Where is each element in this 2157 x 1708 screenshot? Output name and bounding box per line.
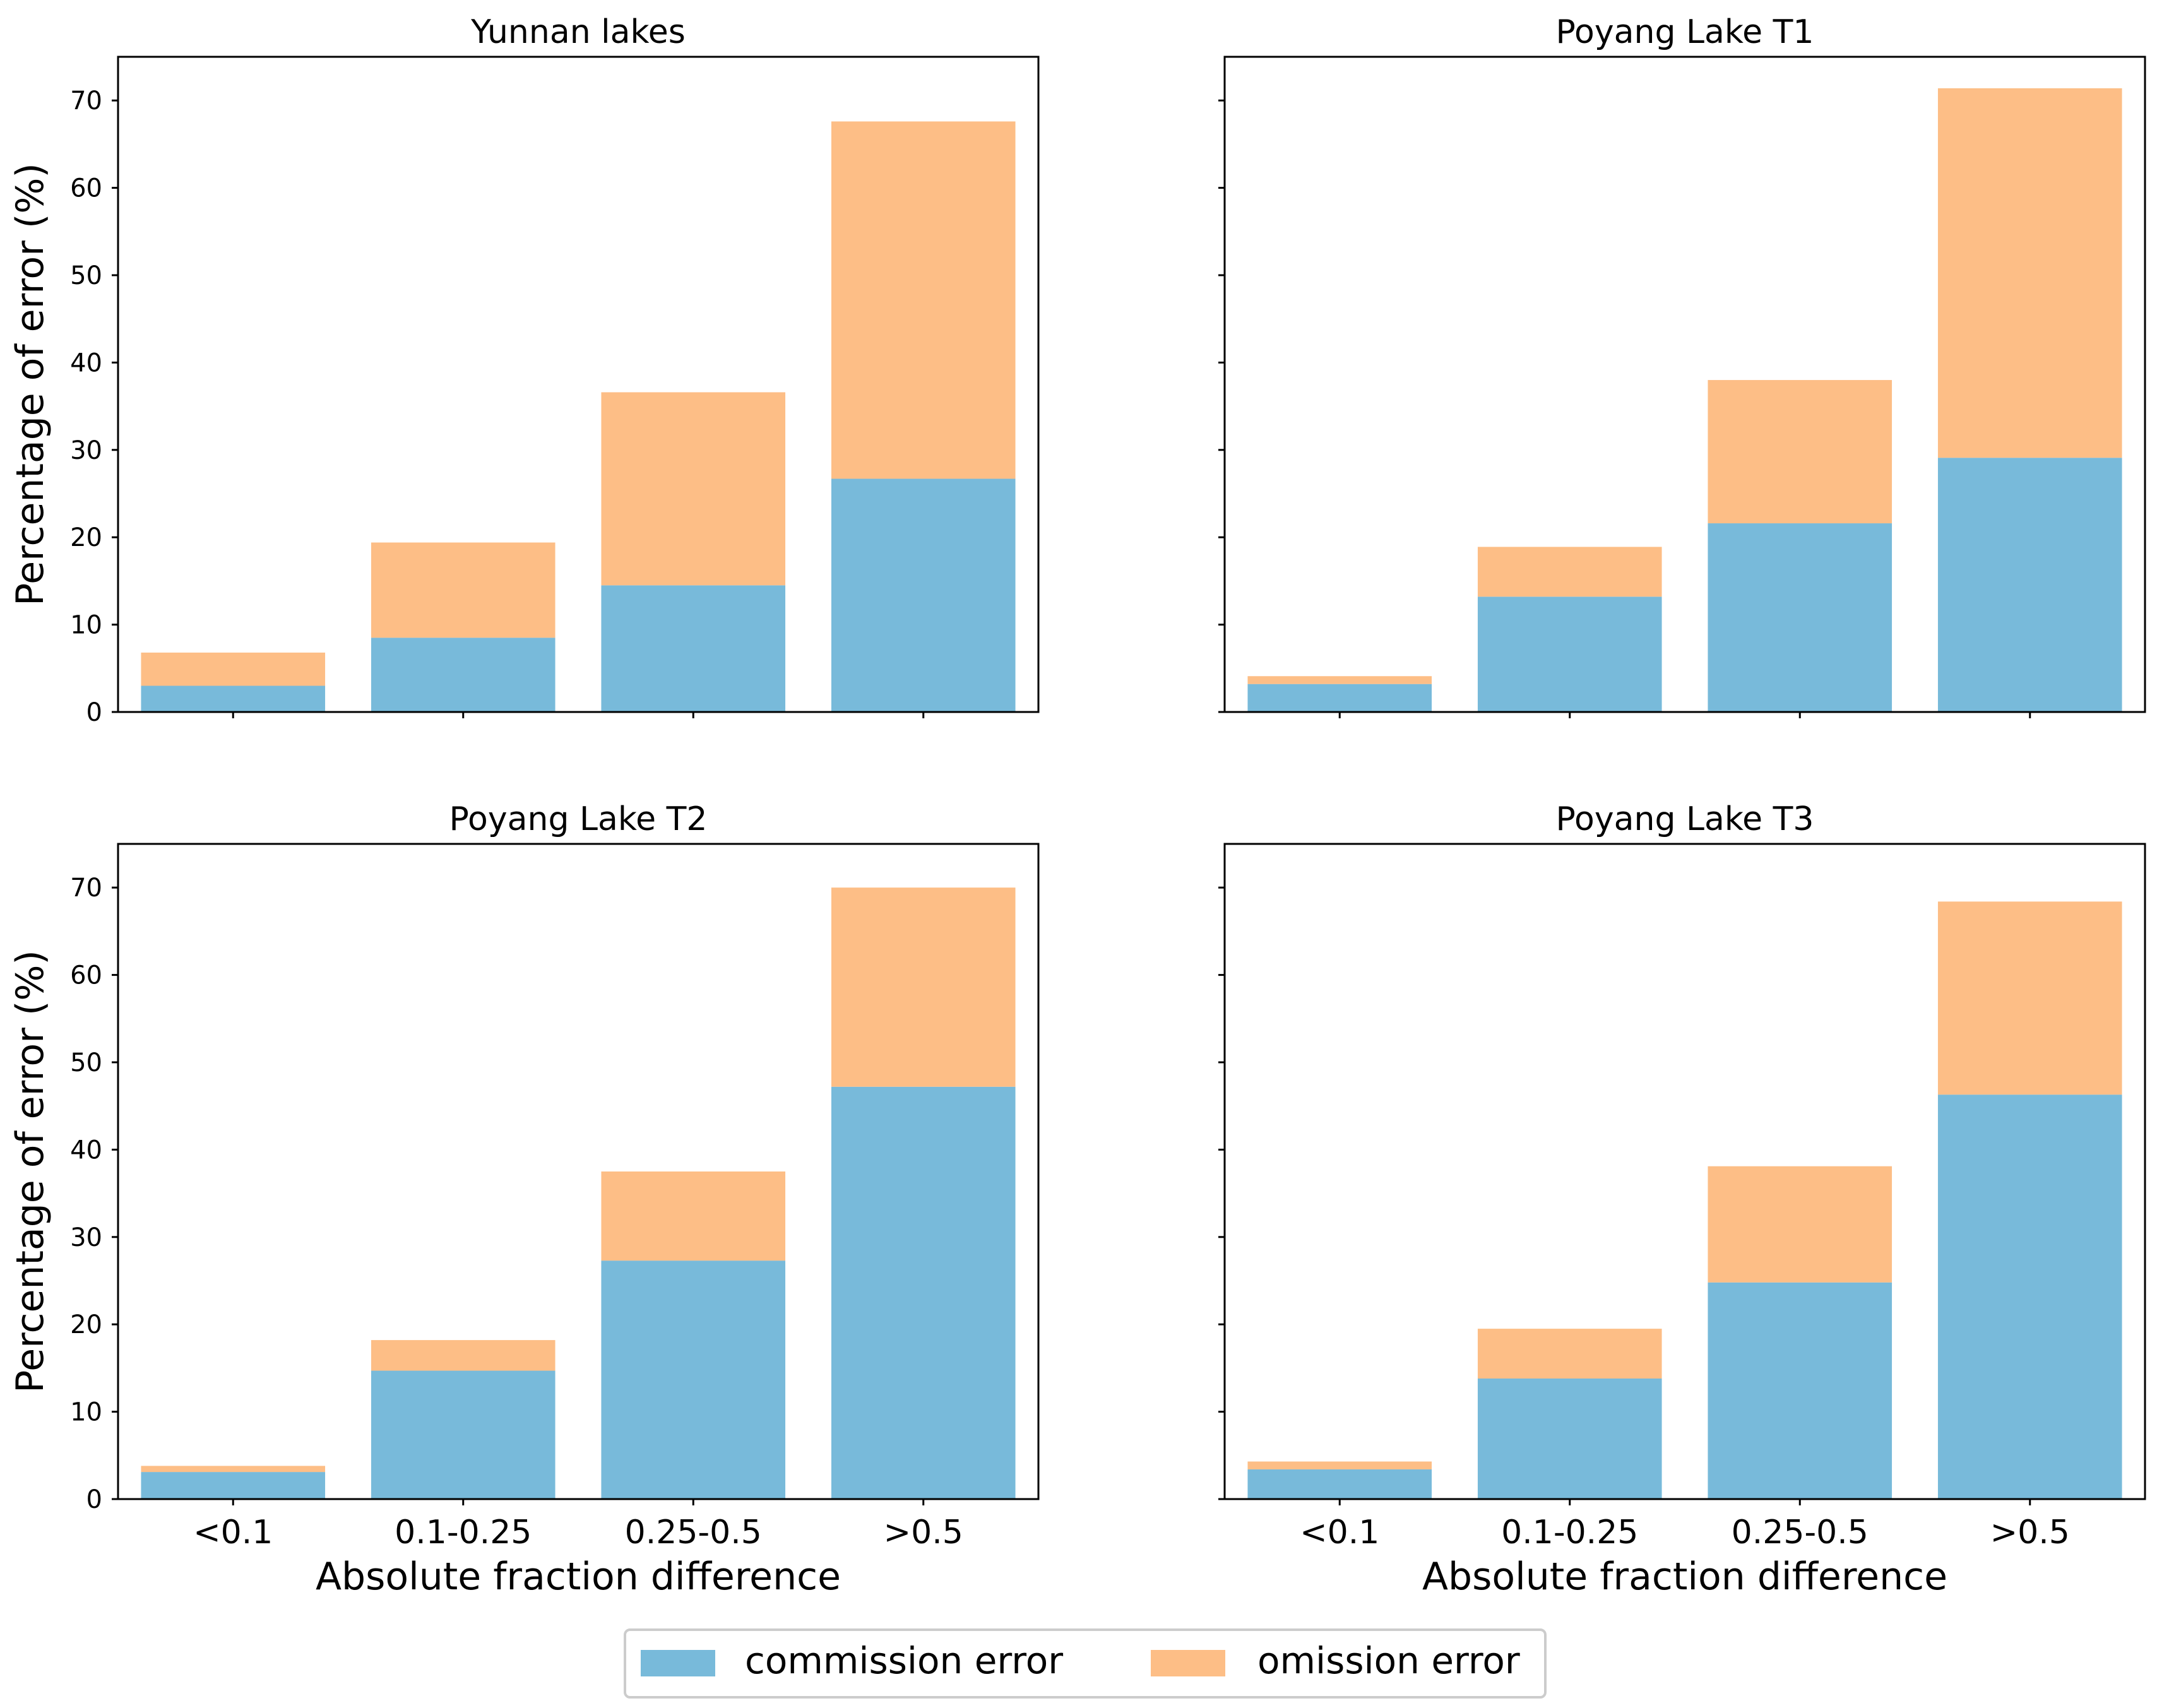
bar-omission-1 [141, 652, 326, 686]
y-tick-label: 0 [86, 1485, 102, 1514]
panel-title: Poyang Lake T2 [449, 800, 708, 838]
x-axis-label: Absolute fraction difference [316, 1555, 841, 1599]
chart-panel-3: <0.1 0.1-0.25 0.25-0.5 >0.5 0 10 20 30 40 50 60 70 P… [8, 800, 1040, 1599]
bar-commission-1 [1247, 684, 1432, 712]
y-tick-label: 10 [70, 1398, 102, 1427]
y-tick-label: 20 [70, 1310, 102, 1339]
legend-label-commission: commission error [745, 1639, 1063, 1682]
bar-omission-3 [1708, 1166, 1893, 1283]
bar-omission-2 [371, 1340, 556, 1371]
x-tick-label: 0.25-0.5 [625, 1514, 762, 1551]
x-tick-label: <0.1 [1300, 1514, 1379, 1551]
bar-commission-2 [1477, 1379, 1662, 1499]
bar-omission-3 [601, 392, 786, 586]
bar-omission-1 [1247, 1461, 1432, 1469]
y-tick-label: 10 [70, 611, 102, 640]
legend: commission error omission error [624, 1628, 1547, 1699]
y-tick-label: 60 [70, 174, 102, 203]
y-tick-label: 50 [70, 1048, 102, 1077]
plot-frame [117, 56, 1040, 713]
y-tick-label: 0 [86, 698, 102, 727]
bar-commission-1 [141, 685, 326, 712]
y-axis-label: Percentage of error (%) [8, 950, 52, 1393]
bar-commission-3 [601, 585, 786, 712]
bar-commission-4 [831, 1086, 1016, 1499]
bar-omission-3 [1708, 380, 1893, 524]
bar-omission-4 [831, 887, 1016, 1087]
bar-commission-4 [1937, 1094, 2122, 1499]
legend-swatch-omission [1151, 1650, 1225, 1676]
bar-commission-4 [1937, 458, 2122, 712]
y-tick-label: 30 [70, 1223, 102, 1252]
x-tick-label: 0.1-0.25 [1501, 1514, 1638, 1551]
y-tick-label: 20 [70, 523, 102, 552]
chart-panel-2: Poyang Lake T1 [1218, 13, 2146, 718]
bar-commission-2 [371, 1370, 556, 1499]
panel-title: Poyang Lake T1 [1556, 13, 1814, 51]
bar-omission-1 [1247, 676, 1432, 684]
y-tick-label: 30 [70, 436, 102, 465]
chart-panel-1: 0 10 20 30 40 50 60 70 Yunnan lakes Percentage of… [8, 13, 1040, 727]
y-tick-label: 70 [70, 86, 102, 116]
bar-omission-2 [371, 542, 556, 638]
x-tick-label: <0.1 [193, 1514, 273, 1551]
bar-commission-1 [1247, 1469, 1432, 1499]
panel-title: Yunnan lakes [470, 13, 686, 51]
y-tick-label: 70 [70, 874, 102, 903]
plot-frame [117, 843, 1040, 1500]
x-tick-label: 0.1-0.25 [395, 1514, 532, 1551]
plot-frame [1223, 56, 2146, 713]
bar-commission-4 [831, 478, 1016, 712]
chart-panel-4: <0.1 0.1-0.25 0.25-0.5 >0.5 Poyang Lake T3 Ab… [1218, 800, 2146, 1599]
y-tick-label: 40 [70, 348, 102, 377]
panel-title: Poyang Lake T3 [1556, 800, 1814, 838]
y-axis-label: Percentage of error (%) [8, 163, 52, 606]
y-tick-label: 50 [70, 261, 102, 290]
bar-omission-4 [1937, 901, 2122, 1095]
bar-commission-2 [371, 638, 556, 712]
chart-panels: 0 10 20 30 40 50 60 70 Yunnan lakes Percentage of… [8, 13, 2146, 1599]
bar-omission-3 [601, 1171, 786, 1261]
bar-omission-2 [1477, 547, 1662, 597]
bar-omission-1 [141, 1466, 326, 1473]
y-tick-label: 40 [70, 1136, 102, 1165]
y-tick-label: 60 [70, 961, 102, 990]
bar-omission-4 [1937, 88, 2122, 458]
legend-swatch-commission [641, 1650, 715, 1676]
x-tick-label: >0.5 [1990, 1514, 2070, 1551]
bar-commission-3 [1708, 1282, 1893, 1499]
plot-frame [1223, 843, 2146, 1500]
bar-omission-2 [1477, 1329, 1662, 1379]
bar-commission-3 [601, 1260, 786, 1499]
legend-label-omission: omission error [1257, 1639, 1520, 1682]
x-tick-label: >0.5 [884, 1514, 963, 1551]
bar-commission-3 [1708, 523, 1893, 712]
bar-commission-1 [141, 1472, 326, 1499]
x-tick-label: 0.25-0.5 [1732, 1514, 1869, 1551]
legend-frame [624, 1628, 1547, 1699]
bar-commission-2 [1477, 596, 1662, 712]
bar-omission-4 [831, 121, 1016, 479]
x-axis-label: Absolute fraction difference [1422, 1555, 1947, 1599]
